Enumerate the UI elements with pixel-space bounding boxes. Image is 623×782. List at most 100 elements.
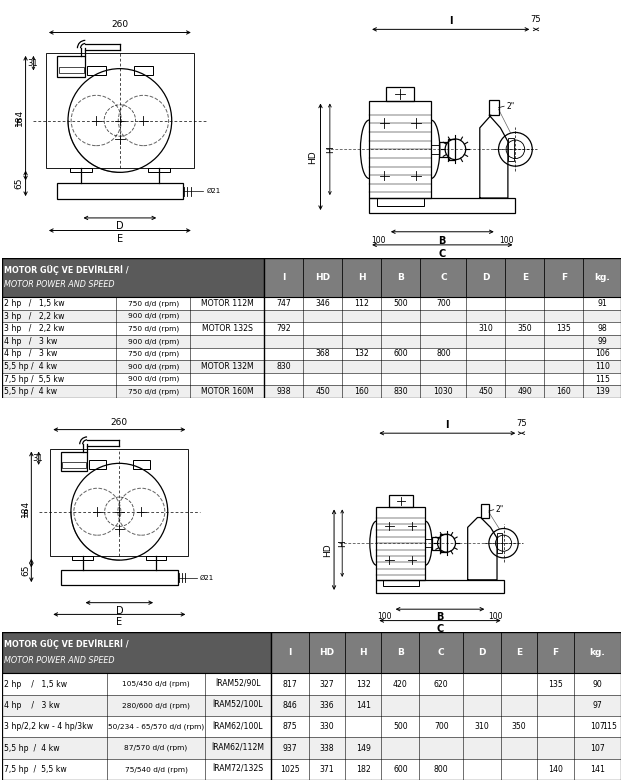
Text: 875: 875 <box>282 723 297 731</box>
Text: 182: 182 <box>356 765 371 774</box>
Bar <box>345 632 381 673</box>
Text: F: F <box>22 510 28 520</box>
Text: MOTOR 160M: MOTOR 160M <box>201 387 254 396</box>
Bar <box>60 570 178 585</box>
Bar <box>2 632 270 673</box>
Text: 490: 490 <box>518 387 532 396</box>
Text: C: C <box>440 273 447 282</box>
Text: F: F <box>553 648 559 657</box>
Bar <box>2 361 621 373</box>
Bar <box>2 373 621 386</box>
Text: E: E <box>521 273 528 282</box>
Text: H: H <box>338 540 347 547</box>
Text: 280/600 d/d (rpm): 280/600 d/d (rpm) <box>122 702 190 708</box>
Bar <box>264 258 303 297</box>
Text: kg.: kg. <box>594 273 610 282</box>
Text: C: C <box>439 249 446 259</box>
Text: E: E <box>117 617 122 627</box>
Text: 100: 100 <box>499 235 513 245</box>
Text: I: I <box>288 648 292 657</box>
Text: 2 hp   /   1,5 kw: 2 hp / 1,5 kw <box>4 299 65 308</box>
Text: 90: 90 <box>592 680 602 689</box>
Text: 141: 141 <box>356 701 371 710</box>
Text: 110: 110 <box>595 362 609 371</box>
Text: 5,5 hp  /  4 kw: 5,5 hp / 4 kw <box>4 744 60 752</box>
Bar <box>88 461 106 469</box>
Bar <box>87 66 106 75</box>
Text: 107: 107 <box>590 723 605 731</box>
Bar <box>432 536 440 550</box>
Text: HD: HD <box>308 150 318 163</box>
Bar <box>386 88 414 101</box>
Text: 112: 112 <box>354 299 369 308</box>
Bar <box>489 100 498 115</box>
Text: 330: 330 <box>320 723 335 731</box>
Bar <box>2 322 621 335</box>
Text: 600: 600 <box>393 765 407 774</box>
Bar <box>60 451 87 471</box>
Text: 139: 139 <box>595 387 609 396</box>
Text: 900 d/d (rpm): 900 d/d (rpm) <box>128 364 179 370</box>
Text: 65: 65 <box>21 565 30 576</box>
Bar <box>2 310 621 322</box>
Bar <box>538 632 574 673</box>
Text: 132: 132 <box>354 350 369 358</box>
Text: 2": 2" <box>506 102 514 111</box>
Bar <box>497 533 502 553</box>
Text: MOTOR GÜÇ VE DEVİRLERİ /: MOTOR GÜÇ VE DEVİRLERİ / <box>4 640 129 649</box>
Text: 792: 792 <box>277 325 291 333</box>
Bar <box>2 737 621 759</box>
Text: 184: 184 <box>15 109 24 126</box>
Bar <box>369 101 431 198</box>
Bar <box>389 495 413 507</box>
Text: 5,5 hp /  4 kw: 5,5 hp / 4 kw <box>4 387 57 396</box>
Bar <box>381 632 419 673</box>
Text: kg.: kg. <box>589 648 605 657</box>
Bar <box>369 198 515 213</box>
Text: 75: 75 <box>531 15 541 23</box>
Bar <box>448 139 455 160</box>
Text: 115: 115 <box>602 723 617 731</box>
Text: 750 d/d (rpm): 750 d/d (rpm) <box>128 389 179 395</box>
Text: 7,5 hp  /  5,5 kw: 7,5 hp / 5,5 kw <box>4 765 67 774</box>
Text: F: F <box>561 273 567 282</box>
Text: D: D <box>482 273 490 282</box>
Text: 75/540 d/d (rpm): 75/540 d/d (rpm) <box>125 766 188 773</box>
Text: 99: 99 <box>597 337 607 346</box>
Text: 900 d/d (rpm): 900 d/d (rpm) <box>128 376 179 382</box>
Text: 346: 346 <box>316 299 330 308</box>
Text: 800: 800 <box>436 350 450 358</box>
Text: D: D <box>115 605 123 615</box>
Text: 310: 310 <box>475 723 490 731</box>
Text: 846: 846 <box>282 701 297 710</box>
Bar <box>2 297 621 310</box>
Bar <box>270 632 309 673</box>
Text: İRAM72/132S: İRAM72/132S <box>212 765 264 774</box>
Bar <box>72 556 93 560</box>
Bar <box>59 67 83 74</box>
Text: 132: 132 <box>356 680 371 689</box>
Text: 900 d/d (rpm): 900 d/d (rpm) <box>128 338 179 345</box>
Text: H: H <box>358 273 366 282</box>
Bar <box>2 335 621 348</box>
Bar <box>303 258 343 297</box>
Bar <box>133 461 150 469</box>
Text: 700: 700 <box>434 723 449 731</box>
Text: I: I <box>445 420 449 430</box>
Bar <box>148 167 170 172</box>
Text: 106: 106 <box>595 350 609 358</box>
Text: 3 hp   /   2,2 kw: 3 hp / 2,2 kw <box>4 325 65 333</box>
Bar <box>2 673 621 694</box>
Bar <box>439 142 448 157</box>
Bar <box>508 138 513 160</box>
Text: 747: 747 <box>277 299 292 308</box>
Text: D: D <box>478 648 486 657</box>
Bar <box>57 183 183 199</box>
Bar <box>574 632 621 673</box>
Text: 2": 2" <box>495 505 503 515</box>
Text: 750 d/d (rpm): 750 d/d (rpm) <box>128 300 179 307</box>
Bar <box>146 556 166 560</box>
Bar <box>2 694 621 716</box>
Text: B: B <box>439 235 446 246</box>
Text: 260: 260 <box>111 418 128 427</box>
